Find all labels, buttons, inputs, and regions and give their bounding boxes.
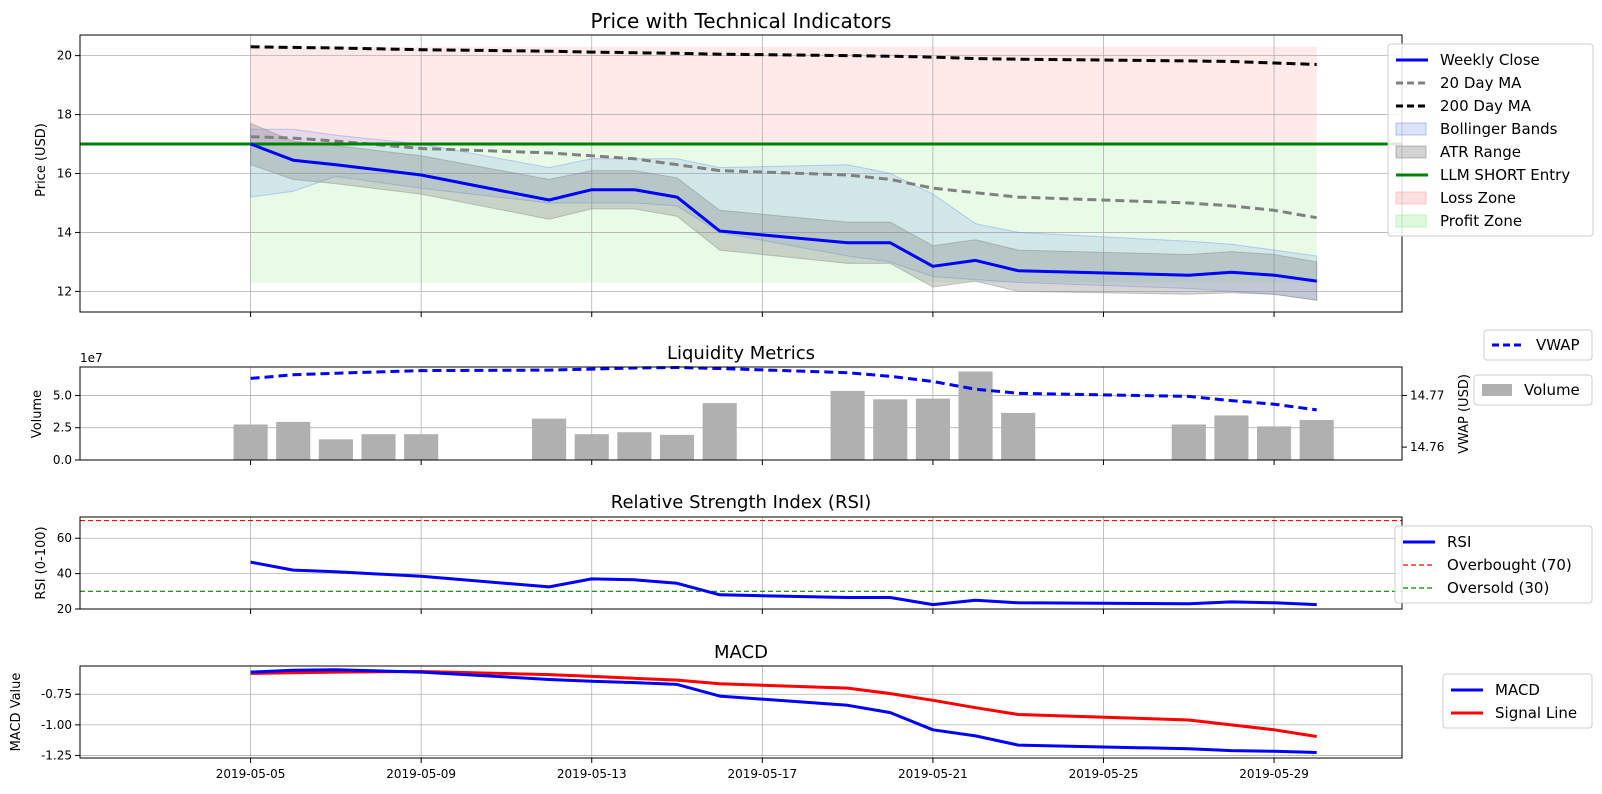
macd-axis-label: MACD Value [9, 673, 24, 752]
price-legend: Weekly Close 20 Day MA 200 Day MA Bollinger… [1387, 43, 1594, 237]
atr-band [250, 122, 1318, 301]
legend-label: 20 Day MA [1440, 74, 1522, 92]
legend-label: Volume [1524, 381, 1580, 399]
volume-bar [276, 421, 311, 460]
volume-bar [958, 371, 993, 460]
volume-bar [318, 439, 353, 460]
y-tick-label: -0.75 [41, 687, 72, 701]
liquidity-panel: 0.0 2.5 5.0 14.76 14.77 Liquidity Metrics 1… [30, 329, 1593, 467]
y2-tick-label: 14.77 [1410, 388, 1444, 402]
volume-bar [873, 399, 908, 460]
legend-label: Profit Zone [1440, 212, 1522, 230]
liquidity-plot-frame [79, 366, 1403, 461]
legend-label: LLM SHORT Entry [1440, 166, 1570, 184]
price-chart-title: Price with Technical Indicators [591, 9, 892, 33]
volume-bar [233, 424, 268, 460]
x-tick-label: 2019-05-21 [898, 767, 968, 781]
rsi-legend: RSI Overbought (70) Oversold (30) [1394, 525, 1593, 604]
vwap-axis-label: VWAP (USD) [1457, 374, 1472, 454]
macd-legend: MACD Signal Line [1442, 673, 1593, 729]
macd-plot-frame [79, 665, 1403, 759]
x-tick-label: 2019-05-25 [1069, 767, 1139, 781]
legend-label: Oversold (30) [1447, 579, 1549, 597]
volume-bar [659, 434, 695, 460]
legend-label: Weekly Close [1440, 51, 1540, 69]
rsi-axis-label: RSI (0-100) [34, 526, 49, 599]
y-tick-label: 60 [57, 531, 72, 545]
y-tick-label: 5.0 [53, 388, 72, 402]
legend-swatch [1395, 214, 1427, 228]
legend-frame [1387, 43, 1594, 237]
volume-bar [830, 390, 865, 460]
volume-bar [702, 403, 737, 460]
legend-label: Bollinger Bands [1440, 120, 1558, 138]
y-tick-label: 20 [57, 602, 72, 616]
legend-label: ATR Range [1440, 143, 1521, 161]
legend-swatch [1395, 191, 1427, 205]
volume-bar [574, 434, 609, 460]
x-tick-label: 2019-05-17 [727, 767, 797, 781]
legend-label: Loss Zone [1440, 189, 1516, 207]
x-tick-label: 2019-05-09 [386, 767, 456, 781]
y-tick-label: 16 [57, 167, 72, 181]
legend-label: MACD [1495, 681, 1540, 699]
legend-label: Overbought (70) [1447, 556, 1572, 574]
zone-area [250, 144, 1317, 283]
legend-swatch [1395, 145, 1427, 159]
liquidity-chart-title: Liquidity Metrics [667, 343, 815, 364]
rsi-line [250, 560, 1317, 607]
volume-offset-text: 1e7 [80, 351, 103, 365]
volume-bar [915, 398, 950, 460]
vwap-line [250, 366, 1317, 412]
volume-bar [1214, 415, 1249, 460]
legend-swatch [1482, 384, 1512, 396]
volume-bar [1171, 424, 1206, 460]
legend-label: VWAP [1536, 336, 1580, 354]
x-tick-label: 2019-05-29 [1239, 767, 1309, 781]
ma20-line [250, 135, 1317, 220]
price-y-axis-label: Price (USD) [34, 123, 49, 197]
rsi-panel: 20 40 60 Relative Strength Index (RSI) RSI… [34, 492, 1593, 616]
y2-tick-label: 14.76 [1410, 440, 1444, 454]
y-tick-label: 20 [57, 49, 72, 63]
legend-swatch [1395, 122, 1427, 136]
legend-label: Signal Line [1495, 704, 1577, 722]
macd-line [250, 668, 1317, 754]
legend-frame [1483, 329, 1593, 361]
volume-bar [1299, 419, 1334, 460]
volume-bar [617, 432, 652, 460]
zone-area [250, 46, 1317, 145]
rsi-chart-title: Relative Strength Index (RSI) [611, 492, 871, 513]
ma200-line [250, 45, 1317, 66]
volume-bar [1257, 426, 1292, 460]
legend-frame [1473, 374, 1593, 406]
price-panel: 12 14 16 18 20 Price with Technical Indicato… [34, 9, 1594, 317]
x-tick-label: 2019-05-13 [557, 767, 627, 781]
y-tick-label: 0.0 [53, 453, 72, 467]
volume-bar [532, 418, 567, 460]
y-tick-label: 12 [57, 284, 72, 298]
y-tick-label: 40 [57, 567, 72, 581]
volume-bar [404, 434, 439, 460]
volume-bar [361, 434, 396, 460]
legend-label: 200 Day MA [1440, 97, 1532, 115]
legend-frame [1394, 525, 1593, 604]
macd-chart-title: MACD [714, 642, 768, 663]
y-tick-label: -1.00 [41, 718, 72, 732]
volume-bar [1001, 412, 1036, 460]
y-tick-label: 2.5 [53, 421, 72, 435]
macd-panel: -0.75 -1.00 -1.25 2019-05-05 2019-05-09 2019… [9, 642, 1593, 781]
signal-line [250, 670, 1317, 738]
y-tick-label: -1.25 [41, 749, 72, 763]
weekly-close-line [250, 142, 1317, 283]
liquidity-legend: VWAP Volume [1473, 329, 1593, 406]
x-tick-label: 2019-05-05 [216, 767, 286, 781]
y-tick-label: 18 [57, 108, 72, 122]
y-tick-label: 14 [57, 225, 72, 239]
volume-axis-label: Volume [30, 390, 45, 438]
legend-label: RSI [1447, 533, 1471, 551]
